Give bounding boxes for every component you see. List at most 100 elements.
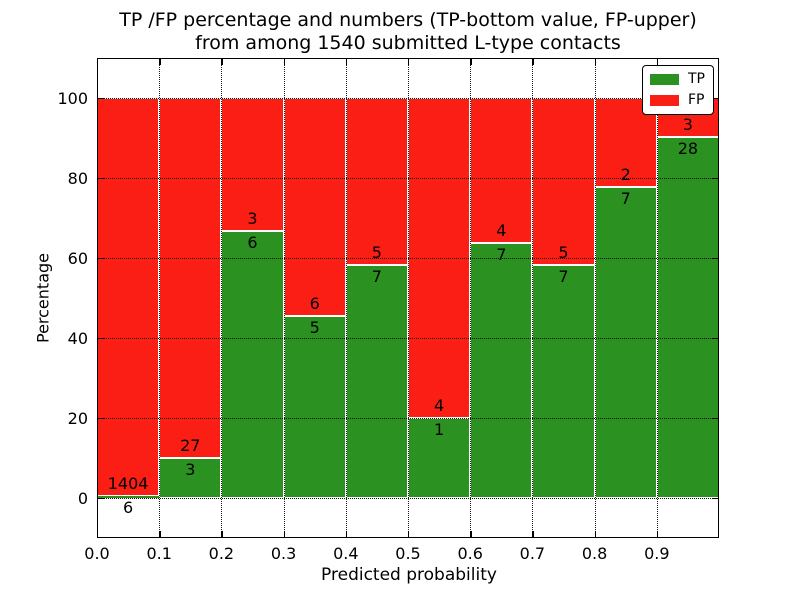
fp-count-label: 5 <box>371 242 382 262</box>
tp-count-label: 3 <box>185 460 196 479</box>
x-tick-label: 0.4 <box>333 544 359 563</box>
bar-segment-fp <box>97 97 160 497</box>
bar-segment-fp <box>532 97 595 265</box>
x-tick-label: 0.9 <box>644 544 670 563</box>
tp-count-label: 6 <box>247 233 258 253</box>
v-gridline <box>594 58 596 538</box>
plot-area: 1404 6 27 3 3 6 6 5 5 7 4 1 4 7 5 7 2 7 3 28 TP FP <box>97 58 719 538</box>
tp-count-label: 7 <box>496 245 507 265</box>
y-tick-label: 80 <box>67 168 88 188</box>
y-tick-left <box>97 338 104 340</box>
x-tick-label: 0.6 <box>457 544 483 563</box>
bar-segment-tp <box>97 496 160 498</box>
v-gridline <box>345 58 347 538</box>
legend-item: TP <box>650 72 705 87</box>
fp-count-label: 3 <box>247 209 258 229</box>
x-tick-label: 0.2 <box>208 544 235 563</box>
v-gridline <box>283 58 285 538</box>
y-tick-label: 20 <box>67 408 88 428</box>
bar-segment-tp <box>656 136 719 498</box>
x-tick-bottom <box>345 531 348 538</box>
x-tick-label: 0.3 <box>270 544 297 563</box>
y-tick-left <box>97 178 104 180</box>
v-gridline <box>221 58 223 538</box>
tp-count-label: 1 <box>434 420 445 439</box>
y-tick-label: 60 <box>67 248 88 268</box>
y-tick-right <box>712 178 719 180</box>
chart-title: TP /FP percentage and numbers (TP-bottom… <box>97 9 719 55</box>
bar-segment-fp <box>345 97 408 265</box>
fp-count-label: 2 <box>620 164 631 184</box>
y-tick-left <box>97 498 104 500</box>
y-tick-right <box>712 258 719 260</box>
y-tick-label: 100 <box>57 88 88 108</box>
x-tick-top <box>656 58 659 65</box>
x-tick-bottom <box>221 531 223 538</box>
chart-title-line1: TP /FP percentage and numbers (TP-bottom… <box>119 9 697 31</box>
x-tick-label: 0.8 <box>581 544 608 563</box>
bar-segment-tp <box>159 458 222 498</box>
fp-swatch <box>650 95 679 106</box>
fp-count-label: 6 <box>309 294 320 314</box>
tp-count-label: 7 <box>620 188 631 208</box>
v-gridline <box>159 58 161 538</box>
x-tick-top <box>532 58 534 65</box>
v-gridline <box>656 58 658 538</box>
y-tick-left <box>97 97 104 100</box>
bar-segment-tp <box>221 231 284 498</box>
x-tick-bottom <box>594 531 596 538</box>
legend-label: FP <box>688 92 705 108</box>
x-tick-bottom <box>532 531 534 538</box>
x-tick-label: 0.7 <box>519 544 546 563</box>
y-tick-left <box>97 418 104 420</box>
bar-segment-tp <box>283 316 346 498</box>
bar-segment-tp <box>532 264 595 498</box>
y-tick-right <box>712 97 719 100</box>
fp-count-label: 27 <box>180 436 201 455</box>
tp-count-label: 7 <box>371 266 382 286</box>
v-gridline <box>470 58 472 538</box>
y-tick-left <box>97 258 104 260</box>
y-tick-label: 40 <box>67 328 88 348</box>
x-tick-top <box>470 58 472 65</box>
tp-count-label: 6 <box>123 498 134 518</box>
tp-swatch <box>650 74 679 85</box>
tp-count-label: 5 <box>309 318 320 338</box>
fp-count-label: 4 <box>434 396 445 415</box>
legend: TP FP <box>642 65 714 115</box>
x-tick-bottom <box>656 531 659 538</box>
y-tick-label: 0 <box>77 488 88 508</box>
x-tick-top <box>408 58 410 65</box>
x-axis-label: Predicted probability <box>321 565 497 585</box>
x-tick-top <box>97 58 99 65</box>
x-tick-bottom <box>159 531 161 538</box>
bar-segment-tp <box>594 186 657 498</box>
x-tick-bottom <box>470 531 472 538</box>
x-tick-label: 0.1 <box>146 544 172 563</box>
x-tick-top <box>159 58 161 65</box>
v-gridline <box>408 58 409 538</box>
x-tick-top <box>594 58 596 65</box>
x-tick-bottom <box>97 531 99 538</box>
chart-title-line2: from among 1540 submitted L-type contact… <box>195 32 621 54</box>
x-tick-label: 0.5 <box>395 544 421 563</box>
bar-segment-fp <box>283 97 346 317</box>
tp-count-label: 7 <box>558 266 569 286</box>
y-tick-right <box>712 338 719 340</box>
legend-label: TP <box>688 71 705 87</box>
fp-count-label: 3 <box>682 114 693 134</box>
bar-segment-fp <box>470 97 533 244</box>
x-tick-top <box>221 58 223 65</box>
fp-count-label: 1404 <box>107 474 149 494</box>
y-tick-right <box>712 418 719 420</box>
bar-segment-tp <box>470 243 533 498</box>
fp-count-label: 5 <box>558 242 569 262</box>
fp-count-label: 4 <box>496 221 507 241</box>
tp-count-label: 28 <box>677 138 699 158</box>
x-tick-bottom <box>408 531 410 538</box>
y-tick-right <box>712 498 719 500</box>
legend-item: FP <box>650 93 705 108</box>
x-tick-top <box>283 58 285 65</box>
bar-segment-fp <box>159 97 222 458</box>
